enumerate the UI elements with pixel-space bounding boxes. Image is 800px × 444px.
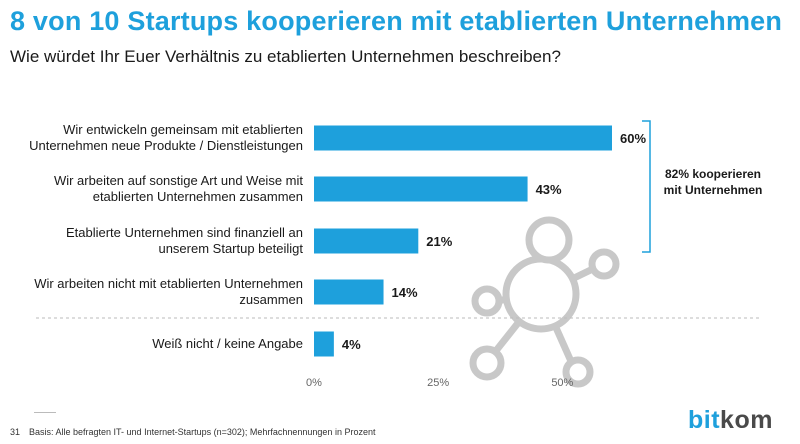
network-icon	[469, 216, 620, 388]
category-label-1-0: Wir arbeiten auf sonstige Art und Weise …	[54, 173, 303, 188]
x-tick-label-2: 50%	[551, 377, 573, 389]
category-label-0-1: Unternehmen neue Produkte / Dienstleistu…	[29, 138, 303, 153]
bar-2	[314, 228, 419, 254]
bar-value-label-1: 43%	[536, 182, 562, 197]
logo-part-bit: bit	[688, 406, 721, 434]
bracket-annotation-0: 82% kooperieren	[665, 167, 761, 181]
category-label-3-1: zusammen	[239, 292, 303, 307]
bar-4	[314, 331, 334, 357]
category-label-0-0: Wir entwickeln gemeinsam mit etablierten	[63, 122, 303, 137]
category-label-4-0: Weiß nicht / keine Angabe	[152, 336, 303, 351]
base-note: Basis: Alle befragten IT- und Internet-S…	[29, 427, 376, 437]
bar-1	[314, 176, 528, 202]
chart-subtitle: Wie würdet Ihr Euer Verhältnis zu etabli…	[10, 47, 561, 66]
bar-value-label-2: 21%	[426, 234, 452, 249]
bar-value-label-4: 4%	[342, 337, 361, 352]
bar-0	[314, 125, 612, 151]
bar-value-label-0: 60%	[620, 131, 646, 146]
bracket-annotation-1: mit Unternehmen	[664, 183, 763, 197]
logo-part-kom: kom	[720, 406, 773, 434]
page-number: 31	[10, 427, 21, 437]
bracket	[642, 120, 651, 253]
bar-3	[314, 279, 384, 305]
category-label-2-1: unserem Startup beteiligt	[158, 241, 303, 256]
x-tick-label-0: 0%	[306, 377, 322, 389]
bar-value-label-3: 14%	[392, 285, 418, 300]
category-label-3-0: Wir arbeiten nicht mit etablierten Unter…	[34, 276, 303, 291]
bitkom-logo: bitkom	[688, 406, 773, 435]
chart-title: 8 von 10 Startups kooperieren mit etabli…	[10, 6, 783, 36]
footer-rule	[34, 412, 56, 413]
x-tick-label-1: 25%	[427, 377, 449, 389]
category-label-2-0: Etablierte Unternehmen sind finanziell a…	[66, 225, 303, 240]
category-label-1-1: etablierten Unternehmen zusammen	[93, 189, 303, 204]
